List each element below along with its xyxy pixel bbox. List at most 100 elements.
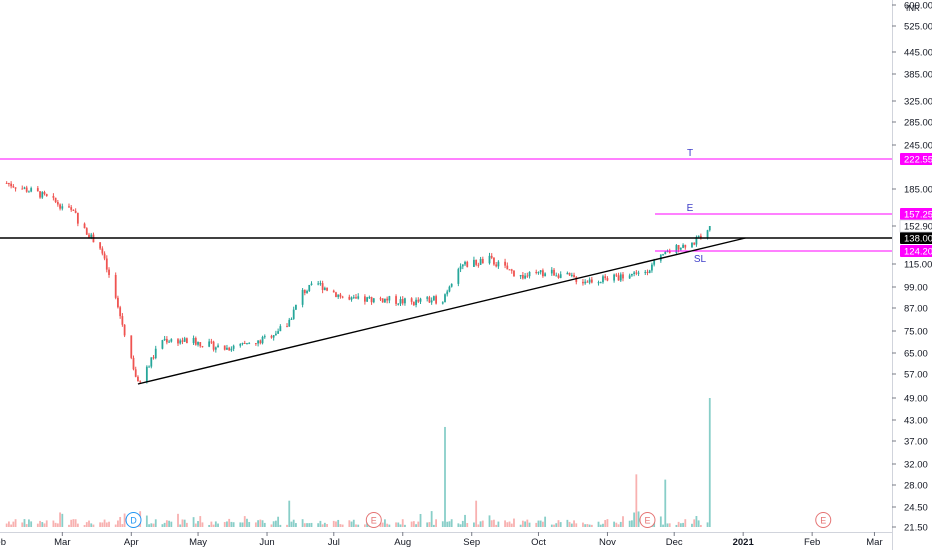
candle-body <box>597 282 600 284</box>
candle-body <box>52 195 55 198</box>
candle-body <box>85 228 88 235</box>
volume-bar <box>263 522 266 527</box>
volume-bar <box>30 521 33 527</box>
volume-bar <box>513 518 515 527</box>
volume-bar <box>430 511 433 527</box>
candle-body <box>450 283 453 287</box>
candle-body <box>395 296 397 304</box>
volume-bar <box>76 523 79 527</box>
candle-body <box>550 269 553 274</box>
volume-bar <box>404 524 406 527</box>
volume-bar <box>323 522 326 527</box>
candle-body <box>570 274 573 276</box>
volume-bar <box>699 524 702 527</box>
volume-bar <box>521 520 524 527</box>
candle-body <box>199 342 202 347</box>
y-tick-label: 21.50 <box>904 523 928 534</box>
candle-body <box>488 255 491 264</box>
candle-body <box>277 331 280 334</box>
volume-bar <box>542 521 544 527</box>
candle-body <box>288 319 291 327</box>
candle-body <box>88 234 90 238</box>
volume-bar <box>679 523 682 527</box>
volume-bar <box>582 522 584 527</box>
volume-bar <box>310 522 313 527</box>
volume-bar <box>697 520 700 527</box>
volume-bar <box>192 517 195 527</box>
volume-bar <box>384 519 386 527</box>
volume-bar <box>232 522 235 527</box>
volume-bar <box>332 520 335 527</box>
dividend-badge-icon[interactable] <box>125 512 142 528</box>
volume-bar <box>348 520 351 527</box>
candle-body <box>648 270 651 273</box>
candle-body <box>25 187 28 192</box>
candle-body <box>192 337 195 344</box>
volume-bar <box>54 522 57 527</box>
candle-body <box>326 287 328 291</box>
candle-body <box>693 242 696 245</box>
volume-bar <box>573 520 575 527</box>
candle-body <box>241 342 244 344</box>
volume-bar <box>290 521 293 527</box>
price-tag-label: 222.55 <box>904 155 932 166</box>
candle-body <box>183 338 186 342</box>
candle-body <box>350 297 353 300</box>
candle-body <box>286 326 288 328</box>
candle-body <box>613 274 615 281</box>
volume-bar <box>212 524 215 527</box>
candle-body <box>432 296 435 301</box>
volume-bar <box>308 523 311 527</box>
candle-body <box>706 230 709 238</box>
volume-bar <box>604 520 607 527</box>
volume-bar <box>599 524 602 527</box>
volume-bar <box>335 521 337 527</box>
candle-body <box>590 279 593 283</box>
candle-body <box>475 259 478 265</box>
candle-body <box>466 261 469 267</box>
candle-body <box>510 269 513 271</box>
candle-body <box>243 342 246 344</box>
x-tick-label: May <box>189 537 207 548</box>
earnings-badge-icon[interactable] <box>365 512 382 528</box>
volume-bar <box>12 521 15 527</box>
candle-body <box>154 348 157 359</box>
y-tick-label: 65.00 <box>904 349 928 360</box>
y-tick-label: 57.00 <box>904 370 928 381</box>
candle-body <box>212 341 215 350</box>
candle-body <box>163 338 166 341</box>
volume-bar <box>444 426 446 527</box>
candle-body <box>481 258 484 264</box>
candle-body <box>165 338 168 343</box>
volume-bar <box>481 520 484 527</box>
volume-bar <box>8 521 10 527</box>
x-tick-label: Oct <box>531 537 546 548</box>
volume-bar <box>708 398 711 527</box>
earnings-badge-icon[interactable] <box>815 512 832 528</box>
y-tick-label: 525.00 <box>904 22 932 33</box>
volume-bar <box>321 524 324 527</box>
candle-body <box>181 340 184 342</box>
volume-bar <box>352 519 355 527</box>
candle-body <box>473 259 475 267</box>
volume-bar <box>261 520 264 527</box>
volume-bar <box>165 520 168 527</box>
candle-body <box>575 277 578 282</box>
volume-bar <box>475 500 478 527</box>
volume-bar <box>631 520 633 527</box>
y-tick-label: 99.00 <box>904 283 928 294</box>
candle-body <box>430 300 433 303</box>
volume-bar <box>14 519 17 527</box>
candle-body <box>45 194 48 196</box>
volume-bar <box>161 524 164 527</box>
earnings-badge-icon[interactable] <box>639 512 656 528</box>
candle-body <box>230 348 233 351</box>
candle-body <box>61 206 64 209</box>
volume-bar <box>506 522 509 527</box>
y-tick-label: 600.00 <box>904 1 932 12</box>
candle-body <box>263 336 266 338</box>
volume-bar <box>459 524 462 527</box>
candle-body <box>279 326 282 332</box>
